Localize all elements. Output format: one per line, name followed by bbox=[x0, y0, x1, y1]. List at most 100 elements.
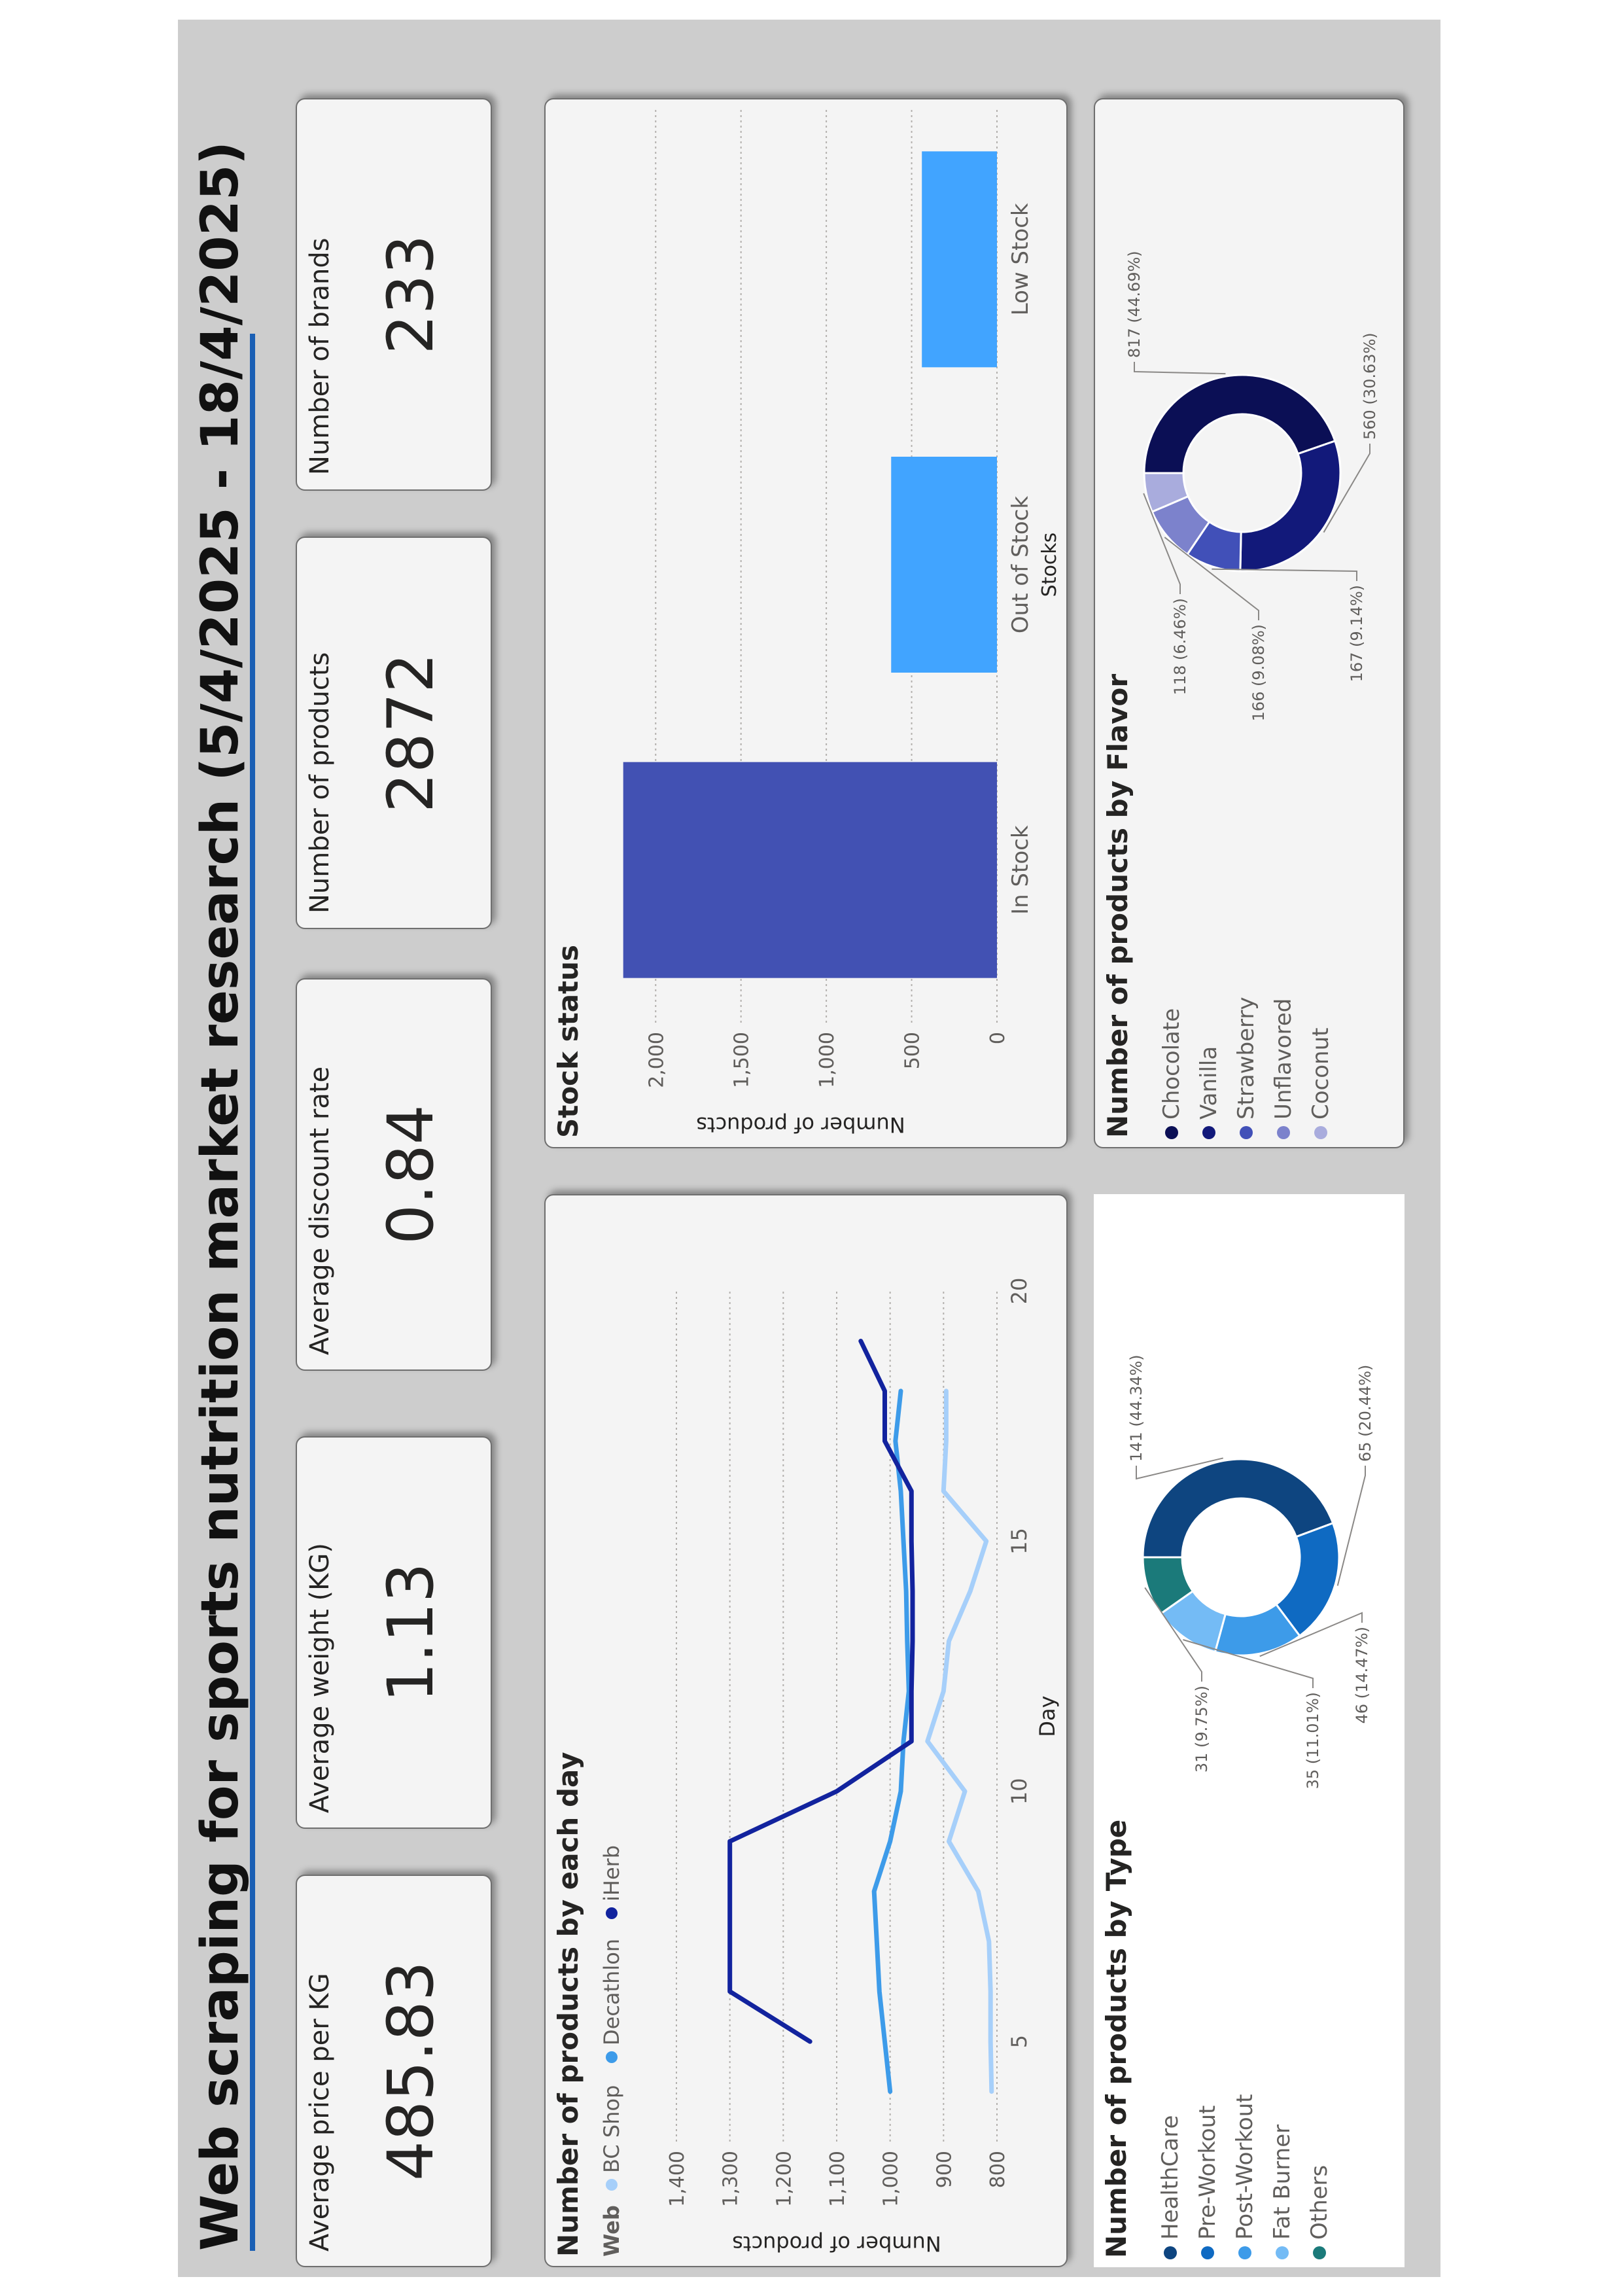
legend-item: Coconut bbox=[1308, 1028, 1334, 1120]
legend-item: Others bbox=[1306, 2165, 1333, 2240]
report-page: Web scraping for sports nutrition market… bbox=[178, 20, 1440, 2277]
y-axis-label: Number of products bbox=[732, 2231, 941, 2256]
legend-dot bbox=[1165, 1126, 1178, 1139]
legend-title: Web bbox=[599, 2205, 624, 2257]
y-tick-label: 1,100 bbox=[826, 2151, 849, 2207]
legend-dot bbox=[1277, 1126, 1290, 1139]
kpi-label: Average weight (KG) bbox=[305, 1543, 335, 1813]
y-tick-label: 900 bbox=[933, 2151, 956, 2188]
data-label-leader bbox=[1336, 1466, 1366, 1586]
legend-dot-iherb bbox=[606, 1907, 618, 1919]
kpi-value: 0.84 bbox=[374, 1104, 447, 1245]
kpi-label: Number of brands bbox=[305, 238, 335, 475]
legend-item: Chocolate bbox=[1159, 1008, 1185, 1120]
donut-slice bbox=[1143, 374, 1336, 474]
data-label: 118 (6.46%) bbox=[1171, 598, 1189, 695]
bar-in-stock bbox=[623, 762, 997, 978]
x-tick-label: 15 bbox=[1007, 1528, 1032, 1555]
legend-dot bbox=[1164, 2246, 1177, 2259]
flavor-donut-card[interactable]: Number of products by Flavor Chocolate Va… bbox=[1094, 98, 1405, 1148]
legend-dot-bc-shop bbox=[606, 2179, 618, 2191]
flavor-donut-chart: Chocolate Vanilla Strawberry Unflavored Coco… bbox=[1125, 251, 1379, 1139]
x-tick-label: Low Stock bbox=[1007, 203, 1034, 315]
data-label: 166 (9.08%) bbox=[1249, 624, 1268, 721]
report-canvas: Web scraping for sports nutrition market… bbox=[178, 20, 1440, 2277]
kpi-label: Average price per KG bbox=[305, 1973, 335, 2252]
x-tick-label: 5 bbox=[1007, 2035, 1032, 2048]
x-tick-label: In Stock bbox=[1007, 825, 1034, 915]
data-label: 65 (20.44%) bbox=[1356, 1365, 1374, 1462]
x-tick-label: 20 bbox=[1007, 1278, 1032, 1305]
legend-item: Post-Workout bbox=[1232, 2094, 1258, 2240]
kpi-card-brands[interactable]: Number of brands 233 bbox=[296, 98, 492, 491]
legend-item-decathlon: Decathlon bbox=[599, 1939, 624, 2045]
legend-item-bc-shop: BC Shop bbox=[599, 2085, 624, 2173]
legend-dot bbox=[1201, 2246, 1214, 2259]
y-tick-label: 500 bbox=[901, 1032, 924, 1069]
y-tick-label: 2,000 bbox=[645, 1032, 668, 1088]
stock-bar-chart: 0 500 1,000 1,500 2,000 In Stock Out of Stock L… bbox=[623, 107, 1061, 1137]
y-tick-label: 1,000 bbox=[880, 2151, 903, 2207]
data-label-leader bbox=[1323, 444, 1370, 533]
type-donut-chart: HealthCare Pre-Workout Post-Workout Fat Bur… bbox=[1127, 1354, 1374, 2259]
x-axis-label: Stocks bbox=[1038, 533, 1061, 597]
y-tick-label: 1,300 bbox=[720, 2151, 742, 2207]
legend-item: Fat Burner bbox=[1269, 2125, 1295, 2240]
x-tick-label: Out of Stock bbox=[1007, 496, 1034, 633]
legend-dot bbox=[1276, 2246, 1289, 2259]
donut-slice bbox=[1142, 1458, 1335, 1559]
bar-low-stock bbox=[922, 151, 998, 368]
data-label-leader bbox=[1183, 1639, 1314, 1688]
legend-item: Strawberry bbox=[1233, 997, 1259, 1120]
legend-item: Unflavored bbox=[1270, 998, 1297, 1120]
legend-item: HealthCare bbox=[1157, 2115, 1183, 2240]
kpi-card-avg-weight[interactable]: Average weight (KG) 1.13 bbox=[296, 1436, 492, 1829]
type-donut-card[interactable]: Number of products by Type HealthCare Pre… bbox=[1094, 1194, 1405, 2267]
kpi-card-avg-discount[interactable]: Average discount rate 0.84 bbox=[296, 978, 492, 1371]
y-tick-label: 1,200 bbox=[773, 2151, 795, 2207]
data-label: 560 (30.63%) bbox=[1361, 332, 1379, 440]
legend-item: Vanilla bbox=[1196, 1046, 1222, 1120]
stock-chart-card[interactable]: Stock status 0 500 1,000 1,500 2,000 In Stock… bbox=[544, 98, 1068, 1148]
series-line-bc-shop bbox=[925, 1388, 994, 2094]
y-tick-label: 1,500 bbox=[731, 1032, 754, 1088]
y-tick-label: 800 bbox=[986, 2151, 1009, 2188]
title-underline bbox=[250, 334, 255, 2251]
data-label: 35 (11.01%) bbox=[1304, 1692, 1322, 1789]
data-label-leader bbox=[1212, 568, 1357, 581]
data-label-leader bbox=[1164, 537, 1259, 620]
legend-dot bbox=[1314, 1126, 1327, 1139]
y-tick-label: 1,000 bbox=[816, 1032, 839, 1088]
data-label: 817 (44.69%) bbox=[1125, 251, 1143, 358]
donut-slice bbox=[1239, 440, 1342, 573]
donut-slice bbox=[1143, 472, 1190, 514]
report-title: Web scraping for sports nutrition market… bbox=[191, 141, 250, 2251]
x-tick-label: 10 bbox=[1007, 1778, 1032, 1805]
legend-dot bbox=[1240, 1126, 1253, 1139]
legend-item-iherb: iHerb bbox=[599, 1845, 624, 1901]
y-tick-label: 1,400 bbox=[666, 2151, 689, 2207]
y-axis-label: Number of products bbox=[696, 1112, 905, 1137]
kpi-card-avg-price[interactable]: Average price per KG 485.83 bbox=[296, 1875, 492, 2267]
legend-dot bbox=[1313, 2246, 1326, 2259]
series-line-decathlon bbox=[871, 1388, 911, 2094]
legend-dot bbox=[1238, 2246, 1251, 2259]
data-label: 31 (9.75%) bbox=[1193, 1686, 1211, 1773]
line-chart: Web BC Shop Decathlon iHerb 800 900 1,000 1,100… bbox=[599, 1278, 1060, 2257]
legend-dot bbox=[1202, 1126, 1215, 1139]
y-tick-label: 0 bbox=[986, 1032, 1009, 1044]
legend-item: Pre-Workout bbox=[1195, 2105, 1221, 2240]
kpi-label: Number of products bbox=[305, 652, 335, 913]
legend-dot-decathlon bbox=[606, 2051, 618, 2063]
kpi-label: Average discount rate bbox=[305, 1066, 335, 1355]
line-chart-card[interactable]: Number of products by each day Web BC Sho… bbox=[544, 1194, 1068, 2267]
data-label: 141 (44.34%) bbox=[1127, 1354, 1145, 1462]
bar-out-of-stock bbox=[891, 457, 997, 673]
kpi-value: 1.13 bbox=[374, 1563, 447, 1703]
x-axis-label: Day bbox=[1035, 1695, 1060, 1737]
kpi-card-products[interactable]: Number of products 2872 bbox=[296, 537, 492, 929]
series-line-iherb bbox=[727, 1339, 915, 2044]
kpi-value: 233 bbox=[374, 234, 447, 355]
data-label: 46 (14.47%) bbox=[1353, 1627, 1371, 1723]
data-label: 167 (9.14%) bbox=[1348, 585, 1366, 682]
